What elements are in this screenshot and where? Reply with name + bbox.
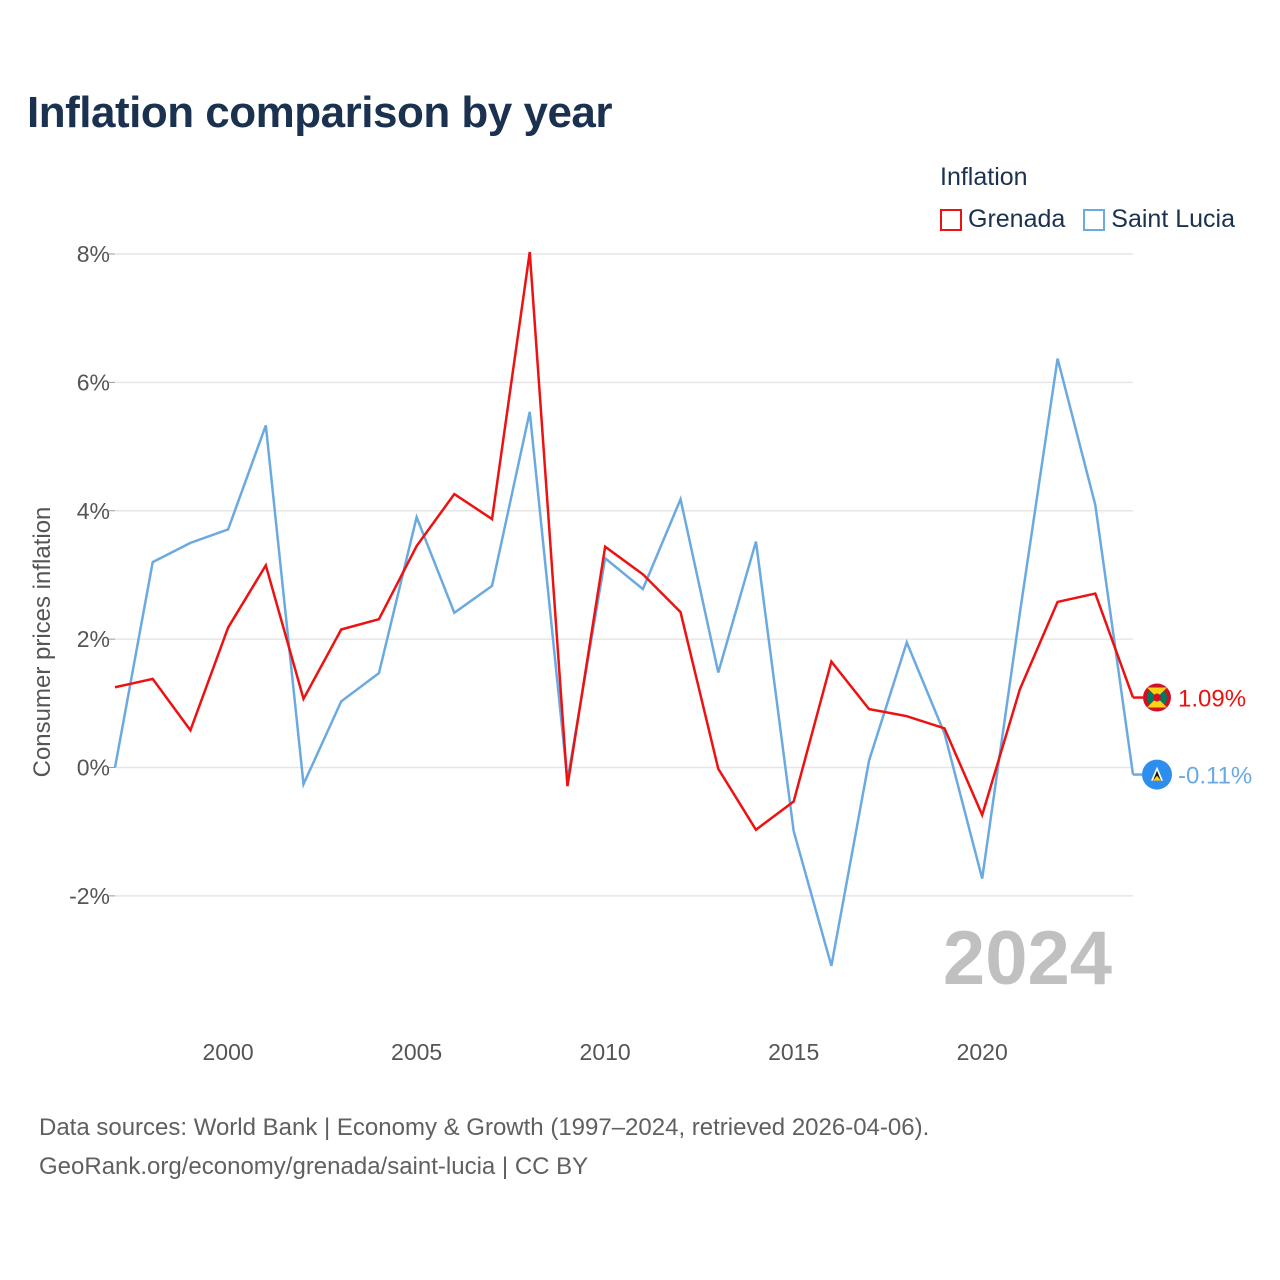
y-tick-label: 4%: [77, 498, 110, 524]
end-value-label-grenada: 1.09%: [1178, 686, 1246, 713]
legend-swatch-saint-lucia: [1083, 208, 1106, 231]
legend-title: Inflation: [940, 163, 1028, 191]
series-end-markers: -0.11% 1.09%: [1133, 683, 1252, 790]
legend-item-saint-lucia[interactable]: Saint Lucia: [1083, 205, 1235, 234]
legend-swatch-grenada: [940, 208, 962, 231]
flag-saint-lucia-yellow: [1153, 775, 1161, 781]
y-axis-label: Consumer prices inflation: [29, 507, 56, 778]
footer-link[interactable]: GeoRank.org/economy/grenada/saint-lucia …: [39, 1153, 589, 1180]
x-tick-label: 2005: [391, 1039, 442, 1065]
flag-grenada-triangle-bottom: [1147, 697, 1167, 708]
chart-title: Inflation comparison by year: [27, 88, 613, 137]
series-line-saint-lucia: [113, 358, 1135, 967]
current-year-label: 2024: [943, 916, 1112, 1001]
x-tick-label: 2010: [580, 1039, 631, 1065]
end-value-label-saint-lucia: -0.11%: [1178, 763, 1252, 790]
series-lines: [113, 251, 1135, 967]
y-tick-label: 8%: [77, 241, 110, 267]
legend-label-grenada: Grenada: [968, 205, 1066, 233]
y-tick-labels: -2% 0% 2% 4% 6% 8%: [69, 241, 110, 909]
x-tick-labels: 2000 2005 2010 2015 2020: [203, 1039, 1008, 1065]
x-tick-label: 2020: [957, 1039, 1008, 1065]
footer: Data sources: World Bank | Economy & Gro…: [39, 1108, 929, 1186]
y-tick-label: 2%: [77, 626, 110, 652]
flag-grenada-triangle-top: [1147, 687, 1167, 698]
x-tick-label: 2015: [768, 1039, 819, 1065]
y-tick-label: -2%: [69, 883, 110, 909]
legend-item-grenada[interactable]: Grenada: [940, 205, 1065, 234]
flag-grenada-center: [1153, 693, 1161, 702]
y-tick-label: 0%: [77, 755, 110, 781]
y-tick-label: 6%: [77, 369, 110, 395]
grid-lines: [109, 253, 1133, 897]
x-tick-label: 2000: [203, 1039, 254, 1065]
footer-sources: Data sources: World Bank | Economy & Gro…: [39, 1114, 930, 1141]
legend: Grenada Saint Lucia: [940, 205, 1253, 234]
legend-label-saint-lucia: Saint Lucia: [1111, 205, 1235, 233]
series-line-grenada: [114, 251, 1135, 832]
